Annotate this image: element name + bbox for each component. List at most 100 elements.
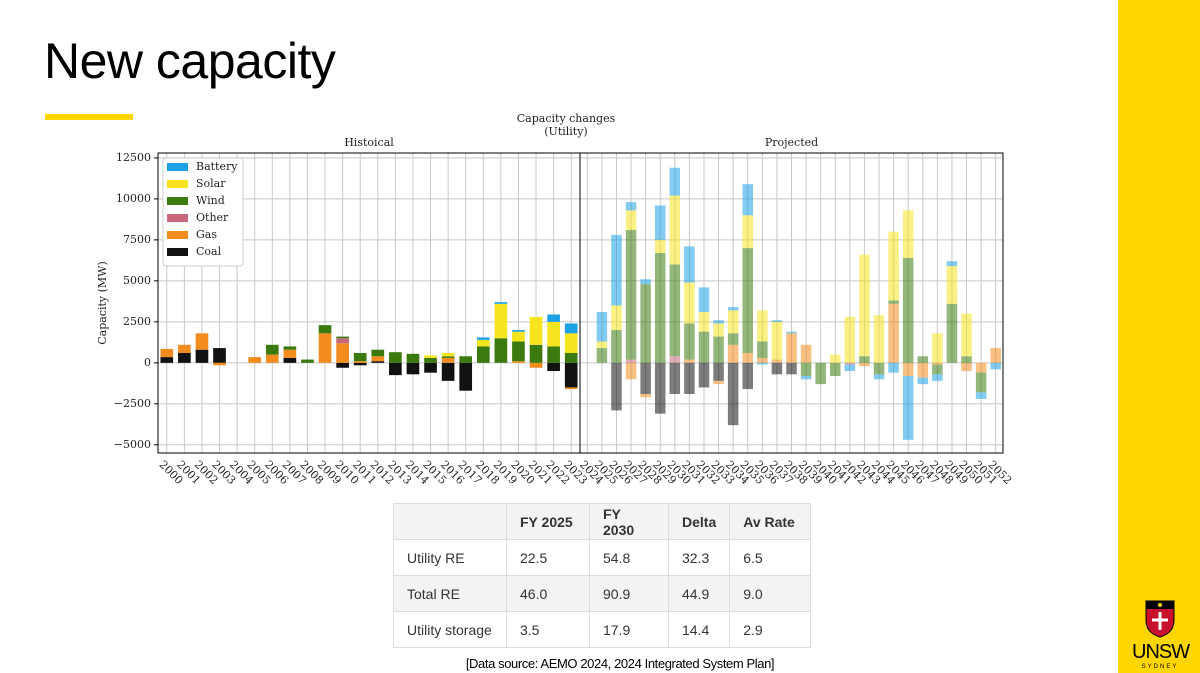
bar-segment	[547, 314, 560, 322]
bar-segment	[494, 302, 508, 304]
bar-segment	[727, 333, 739, 345]
bar-segment	[888, 303, 899, 363]
bar-segment	[830, 354, 841, 363]
corner-cell	[393, 503, 507, 540]
bar-segment	[888, 300, 899, 304]
y-tick-label: 7500	[123, 233, 151, 246]
bar-segment	[406, 353, 420, 363]
bar-segment	[353, 361, 367, 363]
bar-segment	[318, 325, 332, 334]
bar-segment	[990, 362, 1001, 370]
axes-frame	[579, 152, 1004, 454]
bar-segment	[547, 346, 560, 363]
legend-swatch	[167, 214, 188, 222]
bar-segment	[529, 316, 543, 345]
table-cell: 22.5	[506, 539, 590, 576]
bar-segment	[830, 362, 841, 376]
bar-segment	[213, 362, 226, 366]
y-tick-label: 10000	[116, 192, 151, 205]
bar-segment	[946, 266, 958, 304]
bar-segment	[727, 310, 739, 334]
bar-segment	[654, 205, 666, 240]
table-row: Utility RE 22.5 54.8 32.3 6.5	[393, 539, 812, 576]
bar-segment	[800, 344, 812, 363]
bar-segment	[800, 375, 812, 380]
bar-segment	[902, 257, 914, 363]
bar-segment	[611, 330, 622, 363]
bar-segment	[727, 344, 739, 363]
bar-segment	[742, 248, 753, 353]
bar-segment	[265, 354, 279, 363]
legend-label: Coal	[196, 245, 222, 258]
bar-segment	[786, 362, 797, 375]
legend-swatch	[167, 197, 188, 205]
bar-segment	[669, 264, 681, 357]
table-cell: 9.0	[729, 575, 812, 612]
bar-segment	[917, 362, 929, 378]
bar-segment	[684, 362, 695, 394]
bar-segment	[873, 315, 885, 363]
bar-segment	[283, 349, 297, 358]
bar-segment	[547, 362, 560, 372]
bar-segment	[757, 362, 768, 365]
bar-segment	[371, 361, 385, 363]
bar-segment	[654, 362, 666, 414]
row-label: Utility storage	[393, 611, 507, 648]
bar-segment	[815, 362, 826, 385]
source-note: [Data source: AEMO 2024, 2024 Integrated…	[465, 656, 775, 671]
bar-segment	[318, 333, 332, 363]
bar-segment	[873, 374, 885, 380]
bar-segment	[424, 355, 437, 358]
bar-segment	[353, 353, 367, 362]
bar-segment	[441, 356, 455, 358]
bar-segment	[902, 210, 914, 258]
bar-segment	[596, 341, 608, 349]
table-row: Utility storage 3.5 17.9 14.4 2.9	[393, 611, 812, 648]
bar-segment	[178, 344, 191, 353]
bar-segment	[727, 307, 739, 311]
bar-segment	[713, 362, 724, 381]
bar-segment	[353, 362, 367, 366]
bar-segment	[406, 362, 420, 375]
bar-segment	[389, 362, 402, 376]
bar-segment	[961, 362, 972, 372]
table-cell: 54.8	[589, 539, 669, 576]
bar-segment	[596, 348, 608, 363]
bar-segment	[625, 210, 637, 231]
title-rule	[45, 114, 133, 120]
bar-segment	[902, 375, 914, 440]
bar-segment	[625, 230, 637, 360]
bar-segment	[975, 362, 987, 373]
bar-segment	[684, 282, 695, 324]
bar-segment	[713, 380, 724, 385]
bar-segment	[494, 338, 508, 363]
legend-swatch	[167, 248, 188, 256]
bar-segment	[441, 362, 455, 381]
bar-segment	[371, 356, 385, 362]
bar-segment	[371, 349, 385, 357]
bar-segment	[917, 377, 929, 385]
bar-segment	[932, 374, 943, 381]
chart-suptitle: (Utility)	[544, 125, 587, 138]
legend-label: Wind	[196, 194, 225, 207]
legend-swatch	[167, 180, 188, 188]
bar-segment	[336, 338, 349, 344]
bar-segment	[742, 362, 753, 390]
bar-segment	[611, 305, 622, 331]
bar-segment	[512, 331, 525, 342]
bar-segment	[248, 357, 262, 363]
bar-segment	[757, 310, 768, 342]
bar-segment	[742, 215, 753, 249]
bar-segment	[771, 320, 783, 322]
bar-segment	[844, 316, 856, 363]
bar-segment	[757, 341, 768, 358]
table-cell: 90.9	[589, 575, 669, 612]
bar-segment	[946, 303, 958, 363]
bar-segment	[265, 344, 279, 355]
bar-segment	[512, 341, 525, 362]
bar-segment	[424, 362, 437, 373]
bar-segment	[757, 357, 768, 363]
bar-segment	[625, 202, 637, 211]
bar-segment	[654, 253, 666, 363]
bar-segment	[859, 254, 870, 357]
